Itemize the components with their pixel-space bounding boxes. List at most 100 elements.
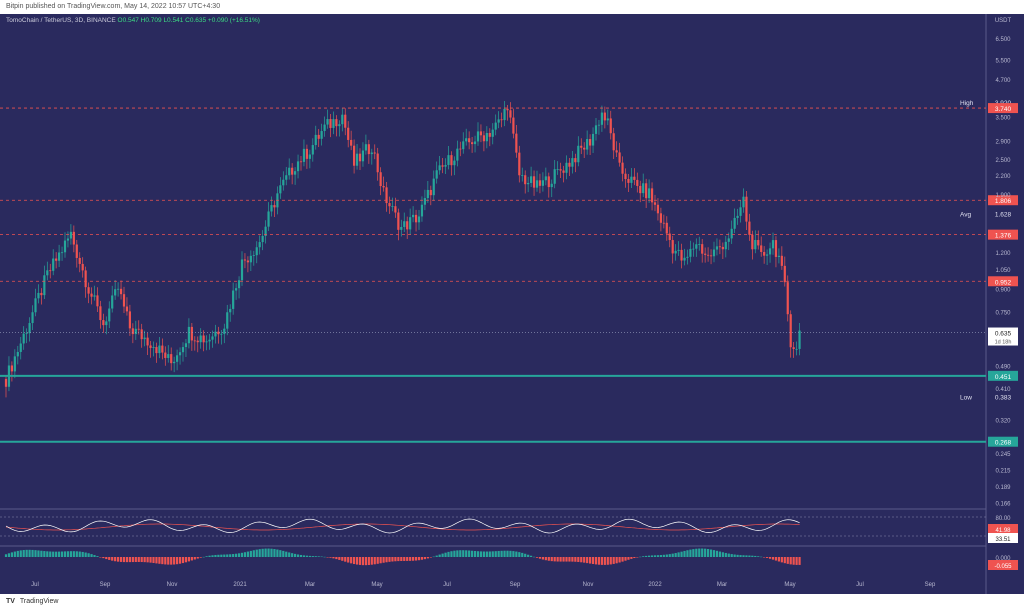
candle-body [444,164,447,167]
macd-histogram-bar [261,548,264,557]
macd-histogram-bar [214,554,217,557]
candle-body [577,145,580,163]
macd-histogram-bar [7,553,11,557]
price-tick-label: 6.500 [995,37,1011,43]
candle-body [108,308,111,322]
candle-body [361,150,365,162]
macd-histogram-bar [25,549,28,557]
macd-histogram-bar [476,551,480,557]
candle-body [246,260,249,263]
candle-body [406,221,409,230]
macd-histogram-bar [426,557,429,559]
candle-body [777,255,780,257]
macd-histogram-bar [370,557,373,565]
price-tick-label: 2.500 [995,158,1011,164]
candle-body [16,351,19,357]
candle-body [187,326,190,344]
stat-value: 1.628 [995,211,1012,218]
macd-histogram-bar [645,555,648,557]
candle-body [680,249,683,261]
candle-body [621,162,624,174]
candle-body [618,152,621,163]
macd-histogram-bar [291,553,294,557]
price-tick-label: 5.500 [995,58,1011,64]
macd-histogram-bar [677,552,680,557]
ohlc-close: C0.635 [185,17,207,24]
candle-body [677,249,680,251]
candle-body [709,255,713,257]
macd-histogram-bar [488,551,491,557]
macd-histogram-bar [795,557,798,565]
macd-histogram-bar [724,552,727,557]
candle-body [757,240,760,246]
candle-body [4,378,8,387]
rsi-line [5,518,800,534]
macd-histogram-bar [414,557,418,561]
candle-body [66,238,70,241]
macd-histogram-bar [13,551,16,557]
candle-body [435,170,438,179]
macd-histogram-bar [783,557,786,564]
candle-body [367,144,370,155]
footer-brand: TradingView [19,598,59,605]
last-price-label: 0.635 [995,331,1012,338]
candle-body [323,124,326,132]
macd-histogram-bar [249,550,252,557]
macd-histogram-bar [93,555,96,557]
macd-histogram-bar [211,555,214,557]
candle-body [273,205,276,208]
macd-histogram-bar [335,557,338,560]
resistance-price-label: 0.952 [995,279,1012,286]
candle-body [376,153,379,173]
macd-histogram-bar [771,557,775,560]
candle-body [553,169,556,184]
candle-body [235,288,238,291]
candle-body [102,320,105,326]
macd-histogram-bar [105,557,108,560]
macd-tick-label: 0.000 [995,556,1011,562]
macd-histogram-bar [181,557,185,564]
macd-histogram-bar [143,557,146,563]
candle-body [226,312,229,329]
candle-body [412,214,415,218]
macd-histogram-bar [146,557,149,563]
candle-body [509,110,512,118]
macd-histogram-bar [780,557,783,563]
month-tick-label: Mar [717,582,727,588]
macd-histogram-bar [308,555,311,557]
candle-body [350,139,353,146]
macd-histogram-bar [535,557,539,558]
candle-body [745,196,748,222]
ohlc-low: L0.541 [163,17,184,24]
candle-body [267,211,270,227]
candle-body [282,179,285,186]
candle-body [671,240,674,254]
chart-panel[interactable]: High3.9203.7401.806Avg1.6281.3760.9520.6… [0,14,1024,594]
candle-body [438,165,441,171]
month-tick-label: May [784,582,795,588]
macd-histogram-bar [161,557,164,565]
macd-histogram-bar [338,557,341,560]
macd-histogram-bar [137,557,140,562]
macd-histogram-bar [361,557,365,566]
macd-histogram-bar [364,557,367,566]
candle-body [294,171,297,175]
macd-histogram-bar [721,552,724,557]
macd-histogram-bar [131,557,134,563]
macd-histogram-bar [774,557,778,561]
candle-body [385,187,388,204]
candle-body [58,252,61,261]
macd-histogram-bar [49,551,52,557]
macd-histogram-bar [373,557,376,565]
macd-histogram-bar [358,557,362,565]
macd-histogram-bar [391,557,394,562]
tradingview-logo-icon: TV [6,598,15,605]
candle-body [792,347,795,350]
candle-body [302,148,306,162]
candle-body [258,242,261,248]
price-tick-label: 0.750 [995,310,1011,316]
candle-body [780,255,783,266]
macd-histogram-bar [355,557,359,565]
candle-body [143,337,146,340]
price-chart[interactable]: High3.9203.7401.806Avg1.6281.3760.9520.6… [0,14,1024,594]
